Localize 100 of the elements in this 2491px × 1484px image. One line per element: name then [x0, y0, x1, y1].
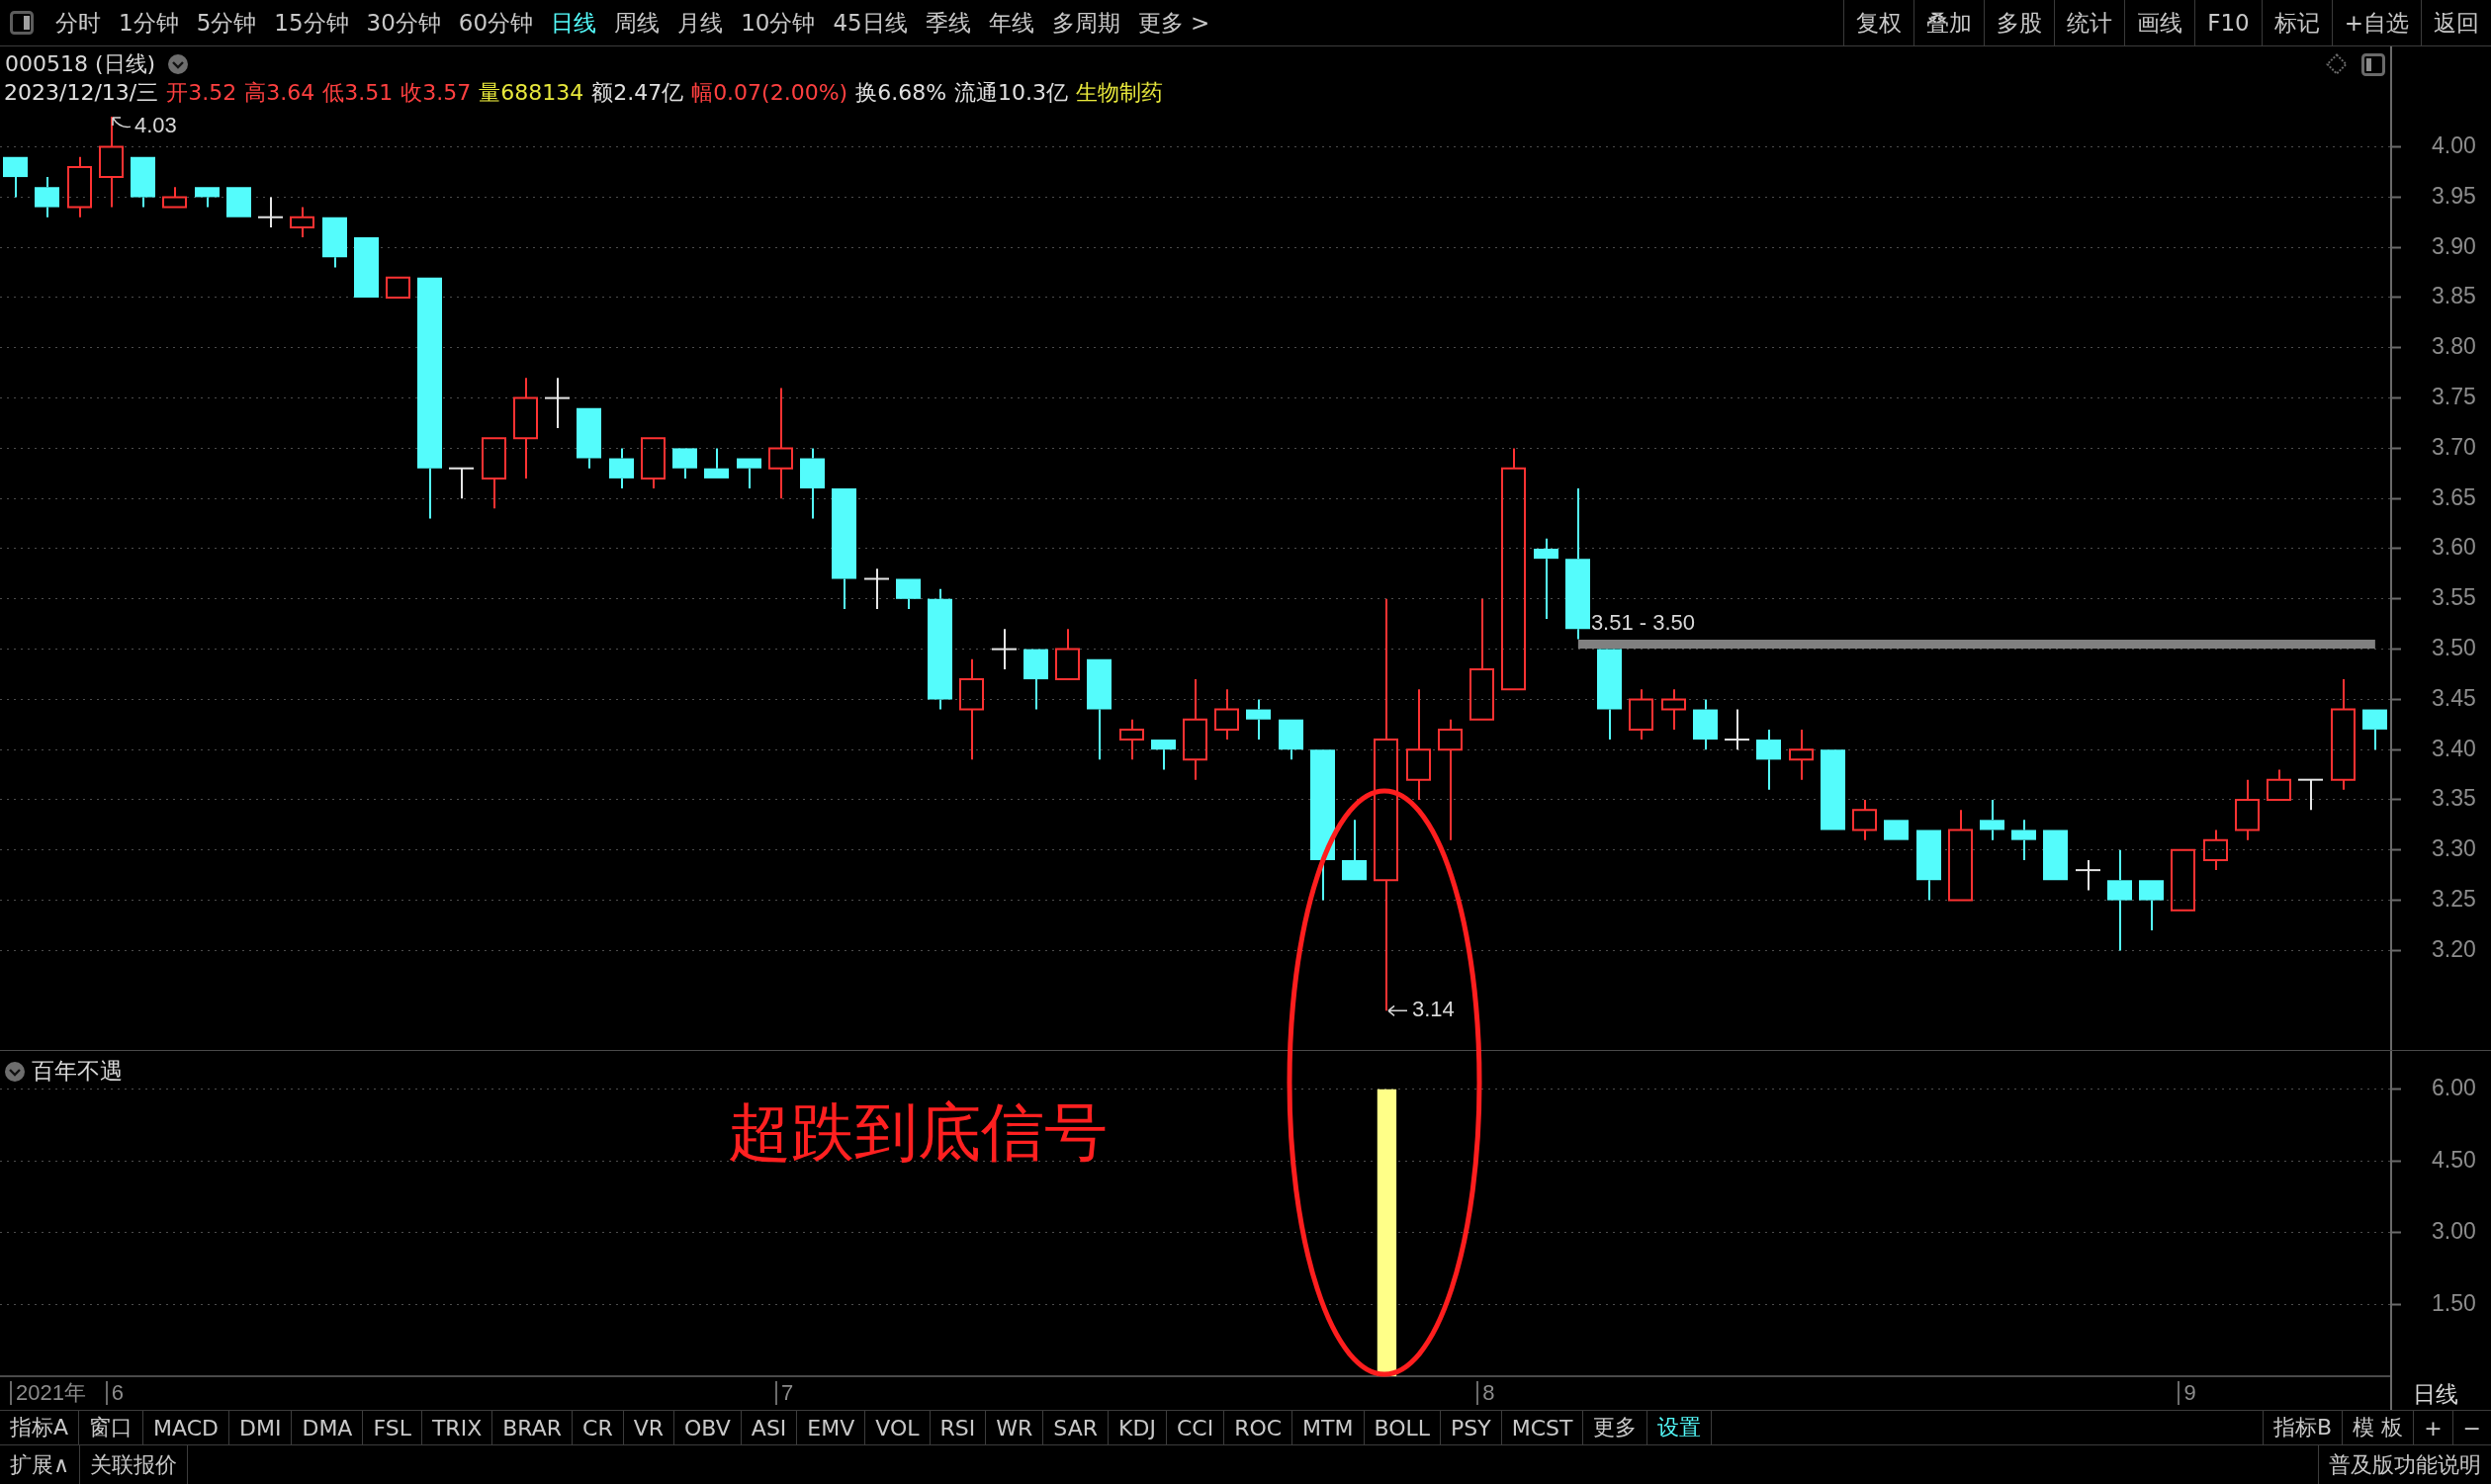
annotation: 4.03: [134, 113, 177, 138]
y-tick-label: 3.90: [2432, 232, 2476, 259]
candlestick: [2267, 768, 2291, 801]
text: TRIX: [421, 1411, 493, 1444]
candlestick: [832, 488, 856, 610]
candlestick: [2331, 678, 2356, 791]
text: 周线: [614, 8, 661, 38]
text: 日线: [551, 8, 597, 38]
candlestick: [1214, 688, 1239, 742]
text: 45日线: [833, 8, 908, 38]
text: 5分钟: [196, 8, 257, 38]
candlestick: [800, 447, 825, 520]
y-tick-label: 3.60: [2432, 534, 2476, 561]
candlestick: [1279, 719, 1303, 761]
text: 标记: [2261, 0, 2332, 45]
text: 1分钟: [119, 8, 179, 38]
candlestick: [257, 196, 284, 228]
text: RSI: [930, 1411, 987, 1444]
text: EMV: [797, 1411, 866, 1444]
text: 30分钟: [366, 8, 441, 38]
y-tick-label: 4.00: [2432, 131, 2476, 158]
chart-title: 百年不遇: [32, 1057, 123, 1086]
candlestick: [1023, 649, 1048, 711]
text: 多股: [1984, 0, 2055, 45]
candlestick: [2235, 778, 2260, 841]
candlestick: [1597, 649, 1622, 742]
text: 2023/12/13/三 开3.52 高3.64 低3.51 收3.57 量688134 额2.47亿 幅0.07(2.00%) 换6.68% 流通10.3亿 生物制药: [4, 80, 1164, 105]
text: BOLL: [1364, 1411, 1442, 1444]
candlestick: [2107, 848, 2132, 952]
candlestick: [959, 657, 984, 761]
y-tick-label: 3.95: [2432, 182, 2476, 209]
y-tick-label: 3.40: [2432, 735, 2476, 761]
series-label: 3.51 - 3.50: [1590, 609, 1696, 635]
text: 模 板: [2342, 1411, 2414, 1444]
y-tick-label: 3.85: [2432, 283, 2476, 309]
candlestick: [1342, 819, 1367, 881]
text: BRAR: [492, 1411, 574, 1444]
candlestick: [609, 447, 634, 490]
y-tick-label: 3.80: [2432, 333, 2476, 360]
x-tick-label: 9: [2183, 1380, 2196, 1406]
text: MTM: [1292, 1411, 1365, 1444]
candlestick: [131, 156, 155, 209]
text: 10分钟: [741, 8, 816, 38]
x-tick-label: 7: [780, 1380, 794, 1406]
candlestick: [1629, 688, 1653, 742]
candlestick: [2203, 829, 2228, 872]
candlestick: [417, 277, 442, 520]
candlestick: [2139, 880, 2164, 932]
candlestick: [1724, 708, 1750, 751]
chart-title: 000518 (日线): [5, 50, 156, 78]
text: 窗口: [79, 1411, 144, 1444]
text: DMA: [292, 1411, 364, 1444]
text: 指标B: [2263, 1411, 2343, 1444]
candlestick: [768, 387, 793, 500]
candlestick: [1119, 718, 1144, 761]
candlestick: [1948, 809, 1973, 902]
text: 叠加: [1913, 0, 1985, 45]
text: PSY: [1441, 1411, 1502, 1444]
candlestick: [577, 407, 601, 470]
candlestick: [482, 437, 506, 510]
y-tick-label: 1.50: [2432, 1289, 2476, 1316]
candlestick: [991, 628, 1018, 670]
annotation: 超跌到底信号: [728, 1095, 1108, 1169]
y-tick-label: 3.70: [2432, 433, 2476, 460]
candlestick: [928, 587, 952, 711]
y-tick-label: 3.30: [2432, 835, 2476, 862]
text: OBV: [674, 1411, 742, 1444]
y-tick-label: 3.25: [2432, 885, 2476, 912]
text: 月线: [677, 8, 724, 38]
candlestick: [290, 206, 314, 239]
text: 普及版功能说明: [2318, 1445, 2491, 1484]
candlestick: [1661, 688, 1686, 731]
candlestick: [322, 217, 347, 269]
text: +自选: [2331, 0, 2421, 45]
candlestick: [1406, 688, 1431, 801]
annotation: 3.14: [1412, 997, 1455, 1022]
candlestick: [1789, 728, 1814, 781]
candlestick: [162, 186, 187, 209]
text: 更多: [1583, 1411, 1648, 1444]
candlestick: [1469, 597, 1494, 721]
text: 15分钟: [274, 8, 349, 38]
text: 季线: [925, 8, 971, 38]
candlestick: [1980, 799, 2004, 841]
candlestick: [448, 467, 475, 500]
text: ROC: [1224, 1411, 1293, 1444]
candlestick: [704, 447, 729, 479]
text: 指标A: [0, 1411, 80, 1444]
x-tick-label: 2021年: [16, 1380, 87, 1406]
text: 60分钟: [458, 8, 534, 38]
text: 多周期: [1051, 8, 1120, 38]
text: MCST: [1501, 1411, 1584, 1444]
y-tick-label: 4.50: [2432, 1146, 2476, 1173]
candlestick: [1183, 678, 1207, 781]
text: 日线: [2413, 1381, 2458, 1407]
text: 设置: [1647, 1411, 1713, 1444]
text: CR: [573, 1411, 624, 1444]
text: WR: [986, 1411, 1044, 1444]
candlestick: [1693, 698, 1718, 751]
candlestick: [1246, 698, 1271, 742]
candlestick: [99, 116, 124, 209]
